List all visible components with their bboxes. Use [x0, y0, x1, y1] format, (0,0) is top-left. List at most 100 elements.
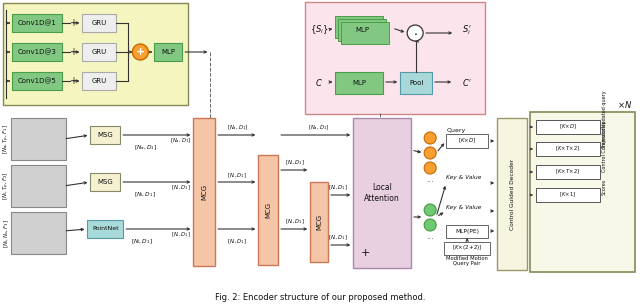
- Bar: [83, 72, 116, 90]
- Text: $[N_l, D_1]$: $[N_l, D_1]$: [227, 172, 247, 181]
- Bar: [12, 14, 63, 32]
- Text: MLP: MLP: [355, 27, 369, 33]
- Bar: [88, 220, 124, 238]
- Bar: [154, 43, 182, 61]
- Text: Updated query: Updated query: [602, 90, 607, 127]
- Bar: [90, 126, 120, 144]
- Bar: [12, 165, 67, 207]
- Text: Query Pair: Query Pair: [453, 262, 481, 267]
- Bar: [12, 118, 67, 160]
- Text: MCG: MCG: [316, 214, 322, 230]
- Text: $[K\!\times\! D]$: $[K\!\times\! D]$: [458, 137, 476, 145]
- Bar: [536, 120, 600, 134]
- Text: GRU: GRU: [92, 78, 107, 84]
- Text: $[N_a, D_1]$: $[N_a, D_1]$: [308, 124, 329, 132]
- Text: Modified Motion: Modified Motion: [446, 256, 488, 262]
- Bar: [335, 72, 383, 94]
- Text: $[N_l, D_1]$: $[N_l, D_1]$: [328, 184, 348, 192]
- Bar: [444, 242, 490, 255]
- Text: +: +: [69, 18, 77, 28]
- Text: $\cdot$: $\cdot$: [413, 27, 417, 39]
- Text: $[N_l, N_v, F_3]$: $[N_l, N_v, F_3]$: [2, 218, 11, 248]
- Text: +: +: [360, 248, 370, 258]
- Bar: [341, 22, 389, 44]
- Circle shape: [424, 204, 436, 216]
- Bar: [12, 72, 63, 90]
- Circle shape: [424, 147, 436, 159]
- Bar: [12, 212, 67, 254]
- Text: $[N_l, D_1]$: $[N_l, D_1]$: [172, 231, 191, 239]
- Text: Fig. 2: Encoder structure of our proposed method.: Fig. 2: Encoder structure of our propose…: [215, 293, 426, 303]
- Text: $[K\!\times\! 1]$: $[K\!\times\! 1]$: [559, 191, 577, 199]
- Text: Local
Attention: Local Attention: [364, 183, 400, 203]
- Text: +: +: [136, 47, 145, 57]
- Bar: [338, 19, 386, 41]
- Text: ···: ···: [426, 236, 434, 244]
- Text: +: +: [69, 76, 77, 86]
- Bar: [83, 14, 116, 32]
- Text: $C$: $C$: [316, 76, 323, 88]
- Text: Pool: Pool: [409, 80, 423, 86]
- Bar: [536, 165, 600, 179]
- Circle shape: [424, 162, 436, 174]
- Bar: [83, 43, 116, 61]
- Bar: [536, 188, 600, 202]
- Text: GRU: GRU: [92, 20, 107, 26]
- Text: GRU: GRU: [92, 49, 107, 55]
- Text: $[N_l, D_1]$: $[N_l, D_1]$: [172, 184, 191, 192]
- Circle shape: [424, 219, 436, 231]
- Text: Conv1D@5: Conv1D@5: [18, 78, 57, 84]
- Bar: [335, 16, 383, 38]
- Text: $[N_l, D_1]$: $[N_l, D_1]$: [285, 218, 305, 226]
- Text: $[N_a, D_1]$: $[N_a, D_1]$: [170, 136, 191, 145]
- Text: MSG: MSG: [97, 179, 113, 185]
- Bar: [305, 2, 485, 114]
- Text: $[N_l, D_1]$: $[N_l, D_1]$: [134, 191, 156, 200]
- Text: $[N_a, T_p, F_1]$: $[N_a, T_p, F_1]$: [1, 124, 12, 154]
- Text: MLP(PE): MLP(PE): [455, 229, 479, 233]
- Bar: [497, 118, 527, 270]
- Text: $\times N$: $\times N$: [618, 99, 632, 110]
- Text: $[N_l, D_1]$: $[N_l, D_1]$: [227, 237, 247, 246]
- Circle shape: [132, 44, 148, 60]
- Bar: [446, 134, 488, 148]
- Text: Control Command: Control Command: [602, 127, 607, 172]
- Text: $[N_l, T_p, F_2]$: $[N_l, T_p, F_2]$: [1, 172, 12, 200]
- Text: Conv1D@1: Conv1D@1: [18, 20, 57, 26]
- Bar: [400, 72, 432, 94]
- Text: MCG: MCG: [265, 202, 271, 218]
- Bar: [310, 182, 328, 262]
- Text: $[K\!\times\! D]$: $[K\!\times\! D]$: [559, 123, 577, 131]
- Text: $S_i'$: $S_i'$: [462, 23, 472, 37]
- Bar: [90, 173, 120, 191]
- Text: Key & Value: Key & Value: [446, 206, 481, 211]
- Bar: [536, 142, 600, 156]
- Text: $[K\!\times\! T\!\times\! 2]$: $[K\!\times\! T\!\times\! 2]$: [556, 168, 580, 176]
- Text: $[K\!\times\!(2\!+\!2)]$: $[K\!\times\!(2\!+\!2)]$: [452, 244, 483, 252]
- Bar: [193, 118, 215, 266]
- Text: $[K\!\times\! T\!\times\! 2]$: $[K\!\times\! T\!\times\! 2]$: [556, 145, 580, 153]
- Text: $C'$: $C'$: [462, 76, 472, 88]
- Text: MCG: MCG: [202, 184, 207, 200]
- Text: +: +: [69, 47, 77, 57]
- Circle shape: [424, 132, 436, 144]
- Text: $\{S_i\}$: $\{S_i\}$: [310, 24, 329, 36]
- Bar: [446, 225, 488, 238]
- Text: Control Guided Decoder: Control Guided Decoder: [509, 159, 515, 230]
- Text: $[N_l, D_1]$: $[N_l, D_1]$: [328, 233, 348, 242]
- Text: $[N_a, D_1]$: $[N_a, D_1]$: [227, 124, 248, 132]
- Text: MLP: MLP: [352, 80, 366, 86]
- Bar: [259, 155, 278, 265]
- Text: Key & Value: Key & Value: [446, 176, 481, 181]
- Text: MSG: MSG: [97, 132, 113, 138]
- Bar: [12, 43, 63, 61]
- Circle shape: [407, 25, 423, 41]
- Text: PointNet: PointNet: [92, 226, 118, 232]
- Text: Conv1D@3: Conv1D@3: [18, 49, 57, 55]
- Text: Scores: Scores: [602, 179, 607, 195]
- Bar: [3, 3, 188, 105]
- Text: ···: ···: [426, 178, 434, 188]
- Text: $[N_l, D_1]$: $[N_l, D_1]$: [285, 159, 305, 167]
- Text: $[N_a, D_1]$: $[N_a, D_1]$: [134, 144, 157, 152]
- Text: Trajectories: Trajectories: [602, 121, 607, 149]
